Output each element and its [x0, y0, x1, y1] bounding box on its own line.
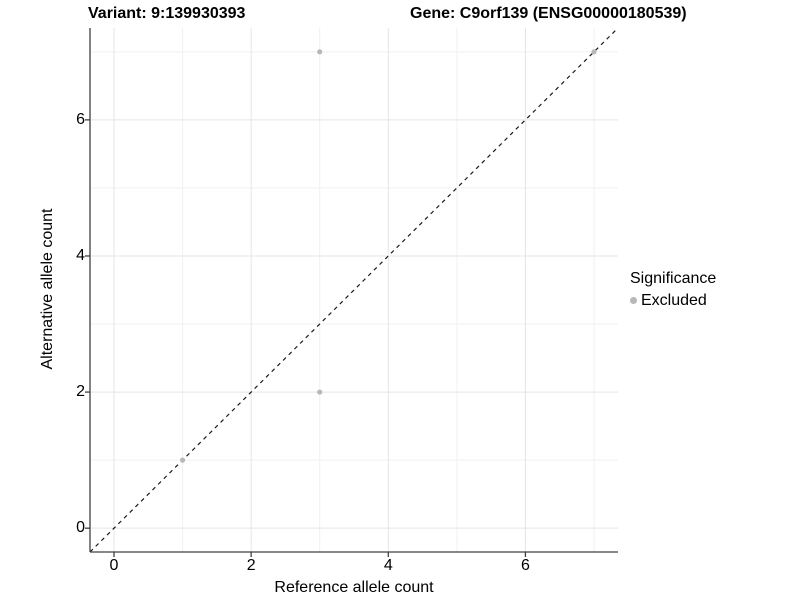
y-axis-title: Alternative allele count	[39, 208, 56, 370]
legend-point-swatch-icon	[630, 297, 637, 304]
x-axis-title: Reference allele count	[274, 579, 434, 596]
x-tick-label: 2	[246, 557, 256, 574]
legend: Significance Excluded	[630, 269, 716, 310]
legend-title: Significance	[630, 270, 717, 287]
y-tick-label: 6	[76, 110, 85, 128]
y-tick-label: 4	[76, 246, 85, 264]
legend-item-label: Excluded	[641, 292, 707, 309]
data-point	[317, 389, 323, 395]
data-point	[591, 49, 597, 55]
x-tick-label: 4	[383, 557, 393, 574]
y-tick-label: 2	[76, 383, 85, 401]
data-point	[179, 457, 186, 463]
plot-title-variant: Variant: 9:139930393	[88, 5, 246, 22]
legend-item-excluded: Excluded	[630, 291, 716, 310]
y-tick-label: 0	[76, 519, 85, 537]
x-tick-label: 6	[520, 557, 530, 574]
data-point	[317, 49, 323, 55]
identity-dashed-line	[89, 27, 619, 553]
x-tick-label: 0	[109, 557, 119, 574]
plot-title-gene: Gene: C9orf139 (ENSG00000180539)	[410, 5, 687, 22]
